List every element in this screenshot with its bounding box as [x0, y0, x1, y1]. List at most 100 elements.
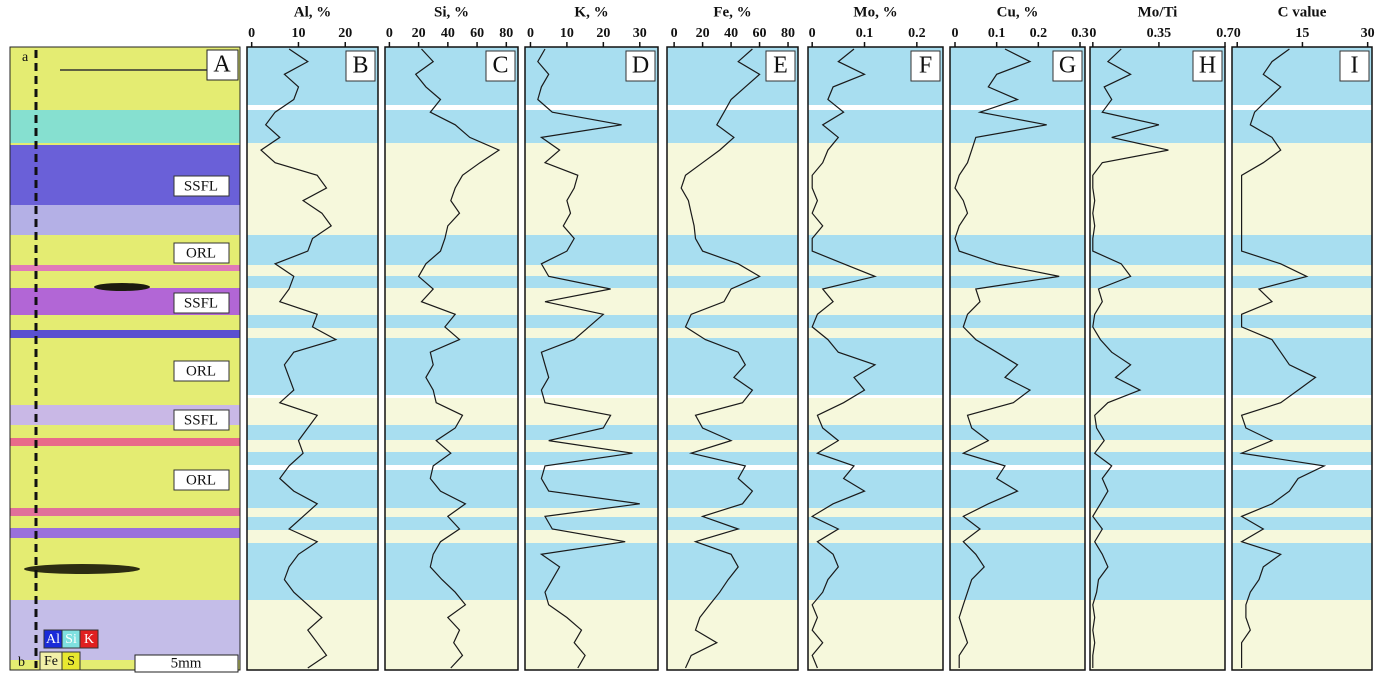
layer-band	[525, 543, 658, 600]
layer-band	[1090, 465, 1225, 470]
layer-band	[667, 517, 798, 530]
layer-label-box	[173, 360, 230, 382]
layer-band	[525, 265, 658, 276]
layer-band	[950, 530, 1085, 543]
layer-band	[1232, 440, 1372, 452]
layer-band	[385, 265, 518, 276]
layer-band	[247, 517, 378, 530]
x-tick-label: 0	[248, 26, 255, 41]
layer-band	[1090, 288, 1225, 315]
panel-label-box	[765, 50, 796, 82]
layer-band	[950, 508, 1085, 517]
legend-label: S	[67, 654, 75, 669]
lens	[24, 564, 140, 574]
x-tick-label: 0	[527, 26, 534, 41]
layer-band	[808, 452, 943, 465]
panel-title: Cu, %	[997, 4, 1039, 20]
layer-band	[667, 338, 798, 395]
layer-band	[385, 288, 518, 315]
layer-band	[385, 110, 518, 143]
panel-label: B	[352, 53, 368, 79]
layer-band	[808, 465, 943, 470]
layer-band	[950, 465, 1085, 470]
scale-bar: 5mm	[171, 655, 202, 671]
layer-band	[667, 470, 798, 508]
panel-frame	[384, 46, 519, 671]
layer-band	[1232, 508, 1372, 517]
layer-band	[808, 235, 943, 265]
layer-band	[950, 600, 1085, 670]
layer-band	[1232, 452, 1372, 465]
layer-band	[247, 315, 378, 328]
x-tick-label: 20	[412, 26, 426, 41]
layer-band	[808, 105, 943, 110]
layer-band	[1232, 265, 1372, 276]
layer-band	[1090, 105, 1225, 110]
layer-band	[385, 517, 518, 530]
panel: Cu, % 0 0.1 0.2 0.3 G	[949, 4, 1089, 671]
x-tick-label: 20	[596, 26, 610, 41]
layer-label-box	[173, 409, 230, 431]
panel-title: Mo, %	[853, 4, 897, 20]
layer-band	[1090, 338, 1225, 395]
layer-band	[1232, 600, 1372, 670]
layer-band	[808, 395, 943, 398]
x-tick-label: 20	[696, 26, 710, 41]
layer-band	[667, 600, 798, 670]
layer-band	[808, 110, 943, 143]
layer-band	[808, 398, 943, 425]
layer-band	[247, 276, 378, 288]
layer-band	[247, 110, 378, 143]
layer-band	[950, 143, 1085, 235]
layer-band	[950, 276, 1085, 288]
layer-band	[1232, 543, 1372, 600]
layer-band	[247, 288, 378, 315]
layer-band	[525, 395, 658, 398]
layer-band	[1232, 530, 1372, 543]
x-tick-label: 0	[671, 26, 678, 41]
panel: C value 0 15 30I	[1231, 4, 1375, 671]
layer-band	[1232, 235, 1372, 265]
panel-label-box	[485, 50, 516, 82]
image-layer	[10, 528, 240, 538]
layer-label-box	[173, 175, 230, 197]
x-tick-label: 20	[338, 26, 352, 41]
panel: Si, % 0 20 40 60 80 C	[384, 4, 519, 671]
panel-label: E	[773, 53, 788, 79]
layer-band	[950, 398, 1085, 425]
layer-band	[667, 105, 798, 110]
layer-band	[1090, 315, 1225, 328]
layer-band	[1090, 470, 1225, 508]
panel: K, % 0 10 20 30 D	[524, 4, 659, 671]
layer-band	[667, 395, 798, 398]
layer-band	[525, 465, 658, 470]
x-tick-label: 0.7	[1216, 26, 1234, 41]
top-marker: a	[22, 50, 29, 65]
layer-band	[808, 288, 943, 315]
layer-band	[385, 470, 518, 508]
panel-title: Al, %	[294, 4, 332, 20]
layer-band	[247, 470, 378, 508]
x-tick-label: 80	[499, 26, 513, 41]
panel-frame	[524, 46, 659, 671]
panel: Al, % 0 10 20B	[246, 4, 379, 671]
layer-band	[950, 425, 1085, 440]
panel-label-box	[1339, 50, 1370, 82]
layer-band	[247, 543, 378, 600]
legend-label: K	[84, 632, 94, 647]
lens	[94, 283, 150, 291]
layer-band	[1232, 315, 1372, 328]
layer-band	[525, 508, 658, 517]
panel-label: G	[1059, 53, 1076, 79]
layer-label-box	[173, 242, 230, 264]
x-tick-label: 0	[809, 26, 816, 41]
panel-label-box	[206, 49, 239, 81]
layer-band	[1090, 452, 1225, 465]
layer-band	[525, 338, 658, 395]
layer-band	[385, 276, 518, 288]
layer-band	[1232, 338, 1372, 395]
layer-band	[1090, 600, 1225, 670]
layer-band	[950, 328, 1085, 338]
layer-band	[247, 265, 378, 276]
panel-label: F	[919, 53, 932, 79]
